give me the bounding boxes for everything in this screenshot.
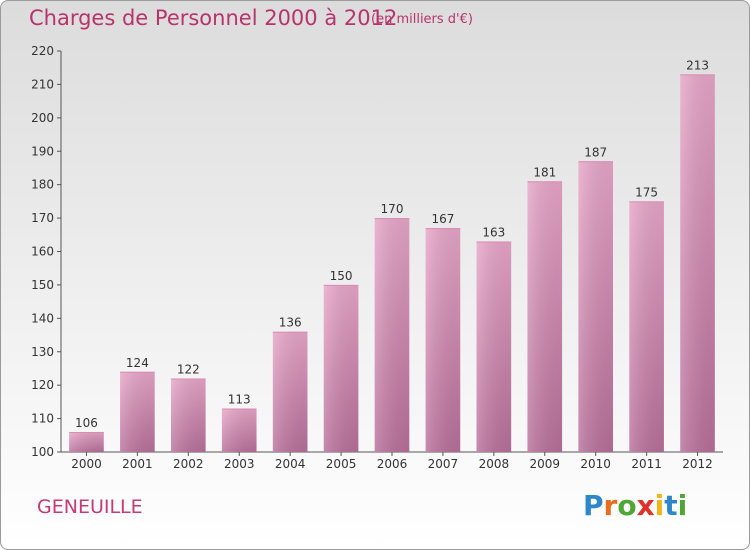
x-tick-label: 2003 — [224, 457, 255, 471]
x-tick-label: 2010 — [580, 457, 611, 471]
bar-value-label: 175 — [635, 185, 658, 199]
x-tick-label: 2002 — [173, 457, 204, 471]
bar-shade — [578, 161, 614, 452]
y-tick-label: 120 — [31, 378, 54, 392]
bar-shade — [221, 408, 257, 452]
x-axis: 2000 2001 2002 2003 2004 2005 2006 2007 2008 2009… — [61, 451, 723, 471]
y-tick-label: 220 — [31, 44, 54, 58]
bar-shade — [170, 378, 206, 452]
y-axis: 100 110 120 130 140 150 160 170 180 190 200 210 220 — [31, 44, 62, 459]
x-tick-label: 2001 — [122, 457, 153, 471]
bar-shade — [527, 181, 563, 452]
bar-value-label: 187 — [584, 145, 607, 159]
bar-shade — [120, 371, 155, 452]
x-tick-label: 2008 — [479, 457, 510, 471]
y-tick-label: 190 — [31, 144, 54, 158]
bar-shade — [323, 284, 359, 452]
bar-value-label: 122 — [177, 362, 200, 376]
logo-letter: P — [583, 489, 604, 522]
chart-title: Charges de Personnel 2000 à 2012 — [29, 6, 398, 30]
bar-shade — [680, 74, 715, 453]
bar-shade — [476, 241, 512, 452]
bar-value-label: 170 — [381, 202, 404, 216]
x-tick-label: 2009 — [529, 457, 560, 471]
bar-value-label: 167 — [431, 212, 454, 226]
bar-shade — [69, 431, 104, 452]
logo-letter: x — [636, 489, 655, 522]
y-tick-label: 130 — [31, 345, 54, 359]
x-tick-label: 2000 — [71, 457, 102, 471]
y-tick-label: 210 — [31, 77, 54, 91]
bar-value-label: 163 — [482, 225, 505, 239]
y-tick-label: 200 — [31, 111, 54, 125]
y-tick-label: 140 — [31, 311, 54, 325]
bars: 106 124 122 113 136 150 170 167 163 181 187 175 213 — [69, 58, 715, 453]
bar-value-label: 106 — [75, 416, 98, 430]
logo-letter: i — [677, 489, 688, 522]
bar-value-label: 213 — [686, 58, 709, 72]
chart-subtitle: (en milliers d'€) — [371, 12, 473, 27]
x-tick-label: 2005 — [326, 457, 357, 471]
y-tick-label: 150 — [31, 278, 54, 292]
x-tick-label: 2007 — [428, 457, 459, 471]
x-tick-label: 2012 — [682, 457, 713, 471]
proxiti-logo[interactable]: Proxiti — [583, 489, 687, 522]
bar-shade — [272, 331, 308, 452]
logo-letter: o — [617, 489, 637, 522]
x-tick-label: 2006 — [377, 457, 408, 471]
logo-letter: t — [664, 489, 678, 522]
logo-letter: r — [603, 489, 618, 522]
y-tick-label: 110 — [31, 412, 54, 426]
bar-shade — [629, 201, 664, 452]
y-tick-label: 180 — [31, 178, 54, 192]
bar-value-label: 136 — [279, 316, 302, 330]
x-tick-label: 2011 — [631, 457, 662, 471]
town-name: GENEUILLE — [37, 496, 143, 518]
bar-value-label: 181 — [533, 165, 556, 179]
x-tick-label: 2004 — [275, 457, 306, 471]
y-tick-label: 160 — [31, 245, 54, 259]
y-tick-label: 170 — [31, 211, 54, 225]
bar-value-label: 113 — [228, 393, 251, 407]
bar-value-label: 150 — [330, 269, 353, 283]
bar-shade — [425, 228, 461, 452]
y-tick-label: 100 — [31, 445, 54, 459]
bar-shade — [374, 218, 410, 452]
bar-value-label: 124 — [126, 356, 149, 370]
logo-letter: i — [654, 489, 665, 522]
